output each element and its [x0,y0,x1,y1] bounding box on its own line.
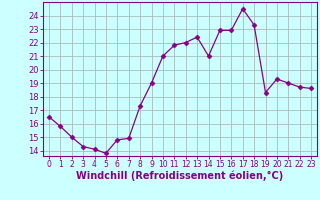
X-axis label: Windchill (Refroidissement éolien,°C): Windchill (Refroidissement éolien,°C) [76,171,284,181]
